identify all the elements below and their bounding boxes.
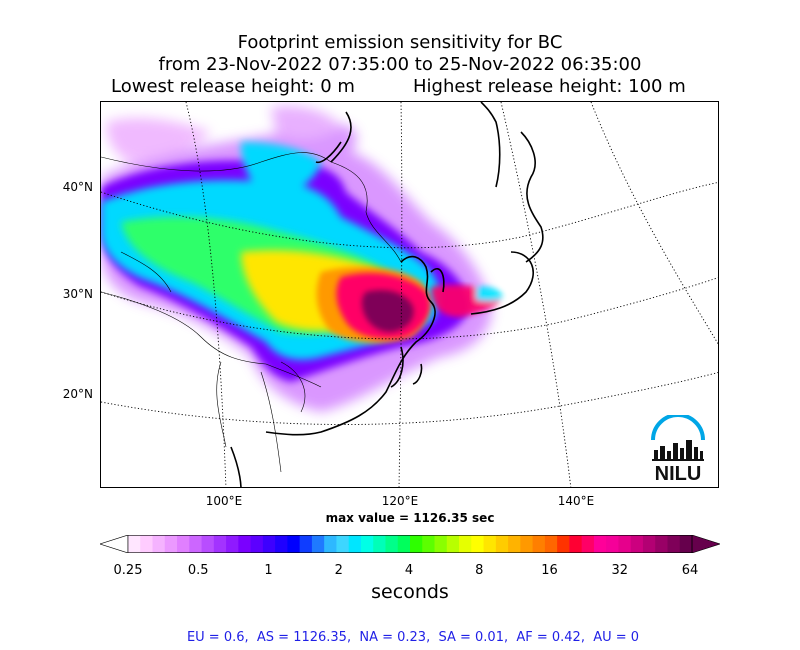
colorbar-swatch <box>287 535 301 553</box>
colorbar-swatch <box>434 535 448 553</box>
colorbar <box>99 534 721 554</box>
nilu-logo: NILU <box>648 413 708 485</box>
colorbar-max-extension <box>691 534 721 554</box>
lat-label-40n: 40°N <box>62 180 93 194</box>
colorbar-unit-label: seconds <box>371 581 449 603</box>
colorbar-swatch <box>348 535 362 553</box>
coastline <box>230 102 544 487</box>
colorbar-swatch <box>655 535 668 553</box>
colorbar-swatch <box>226 535 239 553</box>
colorbar-swatch <box>262 535 276 553</box>
colorbar-tick-label: 8 <box>475 563 484 578</box>
emission-plume <box>101 105 503 412</box>
colorbar-swatch <box>606 535 619 553</box>
footprint-map <box>101 102 718 487</box>
colorbar-swatch <box>324 535 337 553</box>
highest-release-height: Highest release height: 100 m <box>413 76 686 97</box>
colorbar-tick-label: 0.5 <box>187 563 209 578</box>
colorbar-swatch <box>164 535 178 553</box>
colorbar-svg <box>99 534 721 554</box>
colorbar-swatch <box>152 535 166 553</box>
colorbar-swatch <box>459 535 472 553</box>
colorbar-swatch <box>299 535 313 553</box>
regional-stats: EU = 0.6, AS = 1126.35, NA = 0.23, SA = … <box>186 630 640 645</box>
nilu-logo-text: NILU <box>655 463 702 485</box>
graticule <box>101 102 718 487</box>
colorbar-swatch <box>679 535 693 553</box>
colorbar-tick-label: 64 <box>681 563 699 578</box>
colorbar-swatch <box>630 535 644 553</box>
colorbar-swatch <box>385 535 399 553</box>
colorbar-swatch <box>508 535 521 553</box>
colorbar-swatch <box>520 535 534 553</box>
colorbar-swatch <box>275 535 288 553</box>
colorbar-swatch <box>667 535 681 553</box>
colorbar-tick-label: 4 <box>404 563 414 578</box>
colorbar-swatch <box>495 535 509 553</box>
lon-label-120e: 120°E <box>381 494 419 508</box>
colorbar-swatch <box>471 535 485 553</box>
lon-label-140e: 140°E <box>557 494 595 508</box>
colorbar-swatch <box>373 535 386 553</box>
colorbar-swatch <box>140 535 154 553</box>
colorbar-swatch <box>544 535 558 553</box>
colorbar-swatch <box>422 535 436 553</box>
colorbar-swatch <box>581 535 595 553</box>
max-value-label: max value = 1126.35 sec <box>325 511 495 525</box>
colorbar-swatch <box>557 535 570 553</box>
colorbar-tick-label: 16 <box>541 563 558 578</box>
colorbar-swatch <box>642 535 656 553</box>
colorbar-min-extension <box>99 534 129 554</box>
colorbar-swatch <box>397 535 411 553</box>
time-range: from 23-Nov-2022 07:35:00 to 25-Nov-2022… <box>158 54 642 75</box>
colorbar-outline <box>127 535 693 553</box>
colorbar-tick-label: 32 <box>611 563 629 578</box>
map-panel <box>100 101 719 488</box>
lat-label-30n: 30°N <box>62 287 93 301</box>
colorbar-swatch <box>410 535 423 553</box>
colorbar-swatch <box>238 535 252 553</box>
colorbar-tick-label: 2 <box>334 563 343 578</box>
colorbar-swatch <box>177 535 190 553</box>
lon-label-100e: 100°E <box>205 494 243 508</box>
colorbar-swatch <box>213 535 227 553</box>
colorbar-swatch <box>569 535 583 553</box>
country-borders <box>101 152 402 473</box>
colorbar-swatch <box>311 535 325 553</box>
colorbar-swatch <box>446 535 460 553</box>
colorbar-swatch <box>128 535 141 553</box>
colorbar-swatch <box>618 535 632 553</box>
colorbar-tick-label: 1 <box>264 563 273 578</box>
colorbar-swatch <box>532 535 546 553</box>
lowest-release-height: Lowest release height: 0 m <box>111 76 355 97</box>
colorbar-swatch <box>483 535 497 553</box>
colorbar-swatch <box>250 535 264 553</box>
colorbar-swatch <box>593 535 607 553</box>
colorbar-swatch <box>336 535 350 553</box>
colorbar-swatch <box>360 535 374 553</box>
colorbar-swatch <box>189 535 203 553</box>
colorbar-tick-label: 0.25 <box>113 563 143 578</box>
colorbar-swatch <box>201 535 215 553</box>
lat-label-20n: 20°N <box>62 387 93 401</box>
chart-title: Footprint emission sensitivity for BC <box>237 32 563 53</box>
